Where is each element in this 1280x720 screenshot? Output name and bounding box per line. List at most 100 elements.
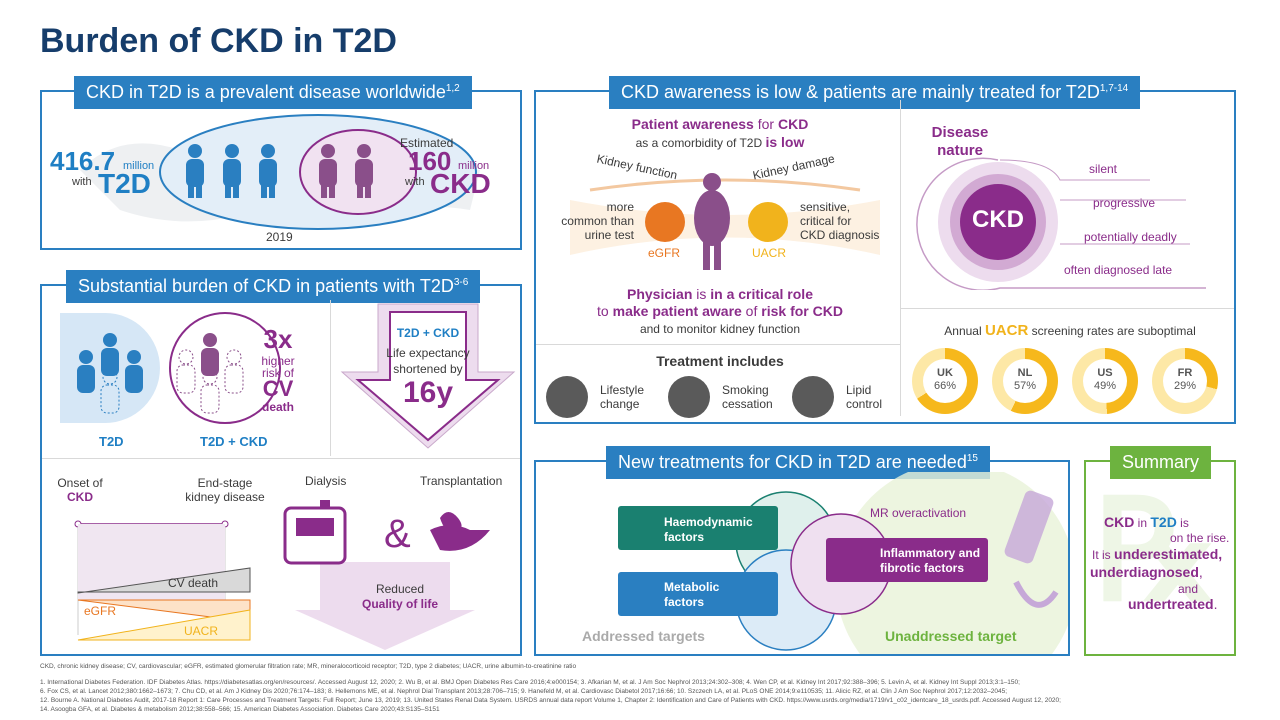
nature-progressive: progressive: [1093, 196, 1156, 210]
lipid-icon: [792, 376, 834, 418]
awareness-line2: as a comorbidity of T2D is low: [635, 134, 805, 150]
donut-value: 57%: [1013, 380, 1037, 392]
cv-death-label: CV death: [168, 576, 219, 590]
panel-prevalence-header: CKD in T2D is a prevalent disease worldw…: [74, 76, 472, 109]
summary-header: Summary: [1110, 446, 1212, 479]
sum-l2: on the rise.: [1170, 531, 1230, 545]
kidney-balance-graphic: [570, 173, 880, 270]
egfr-label: eGFR: [84, 604, 117, 618]
meta-l2: factors: [664, 595, 705, 609]
sum-l4: underdiagnosed,: [1090, 564, 1203, 580]
footnote-ref-4: 14. Asoogba GFA, et al. Diabetes & metab…: [40, 706, 440, 713]
hemo-l2: factors: [664, 530, 705, 544]
smoking-icon: [668, 376, 710, 418]
egfr-text: eGFR: [648, 246, 681, 260]
nature-silent: silent: [1089, 162, 1118, 176]
footnote-ref-2: 6. Fox CS, et al. Lancet 2012;380:1662–1…: [40, 688, 1008, 695]
ckd-ring-label: CKD: [972, 206, 1024, 233]
t3a: Lipid: [846, 383, 872, 397]
hemo-l1: Haemodynamic: [664, 515, 753, 529]
uacr-text: UACR: [752, 246, 787, 260]
sum-l6: undertreated.: [1128, 596, 1218, 612]
more-l1: more: [606, 200, 634, 214]
metabolic-box: [618, 572, 778, 616]
t2a: Smoking: [722, 383, 769, 397]
awareness-line1: Patient awareness for CKD: [631, 116, 809, 132]
ckd-label: CKD: [430, 168, 491, 199]
sens-l1: sensitive,: [800, 200, 851, 214]
sum-l1: CKD in T2D is: [1104, 514, 1189, 530]
donut-country: US: [1097, 367, 1113, 379]
people-icons: [186, 144, 373, 198]
ampersand: &: [384, 512, 411, 556]
t2dckd-caption: T2D + CKD: [200, 434, 268, 449]
donut-value: 29%: [1173, 380, 1197, 392]
onset-l2: CKD: [67, 490, 93, 504]
estimated-label: Estimated: [400, 136, 454, 150]
t2b: cessation: [722, 397, 773, 411]
onset-l1: Onset of: [57, 476, 103, 490]
sum-l5: and: [1178, 582, 1199, 596]
physician-line3: and to monitor kidney function: [639, 322, 801, 336]
treatment-title: Treatment includes: [656, 353, 784, 369]
dialysis-label: Dialysis: [305, 474, 347, 488]
more-l3: urine test: [584, 228, 634, 242]
mr-label: MR overactivation: [870, 506, 967, 520]
ckd-nature-rings: [916, 157, 1206, 290]
nature-deadly: potentially deadly: [1084, 230, 1177, 244]
year-label: 2019: [266, 230, 293, 244]
inflammatory-box: [826, 538, 988, 582]
risk-of-label: risk of: [261, 366, 294, 380]
life-expectancy-arrow: [340, 303, 516, 449]
arrow-line2: shortened by: [393, 362, 463, 376]
t2d-with: with: [72, 176, 92, 188]
addressed-label: Addressed targets: [582, 628, 705, 644]
timeline-graphic: [74, 500, 490, 650]
screening-donut-us: US 49%: [1072, 348, 1138, 414]
donut-country: FR: [1177, 367, 1193, 379]
page-title: Burden of CKD in T2D: [40, 22, 397, 60]
ckd-with: with: [405, 176, 425, 188]
donut-value: 49%: [1093, 380, 1117, 392]
t1a: Lifestyle: [600, 383, 645, 397]
disease-l1: Disease: [931, 124, 989, 141]
ckd-count: 160: [408, 146, 452, 176]
arrow-title: T2D + CKD: [396, 326, 460, 340]
targets-venn: [735, 472, 1068, 654]
screening-donut-nl: NL 57%: [992, 348, 1058, 414]
t2d-caption: T2D: [99, 434, 124, 449]
qol-label: Quality of life: [361, 597, 438, 611]
inf-l2: fibrotic factors: [880, 561, 965, 575]
t2d-unit: million: [123, 160, 155, 172]
t2d-count: 416.7: [50, 146, 116, 176]
higher-label: higher: [261, 354, 295, 368]
physician-line1: Physician is in a critical role: [627, 286, 813, 302]
esk-l2: kidney disease: [185, 490, 265, 504]
t3b: control: [846, 397, 883, 411]
arrow-line1: Life expectancy: [386, 346, 470, 360]
uacr-label: UACR: [184, 624, 219, 638]
panel-awareness-header: CKD awareness is low & patients are main…: [609, 76, 1141, 109]
more-l2: common than: [561, 214, 634, 228]
inf-l1: Inflammatory and: [880, 546, 981, 560]
risk-multiplier: 3x: [263, 324, 293, 354]
panel-burden-header: Substantial burden of CKD in patients wi…: [66, 270, 481, 303]
t2d-label: T2D: [98, 168, 151, 199]
sum-l3: It is underestimated,: [1092, 546, 1223, 562]
nature-late: often diagnosed late: [1064, 263, 1173, 277]
cv-label: CV: [262, 376, 294, 401]
ckd-unit: million: [458, 160, 490, 172]
footnote-ref-1: 1. International Diabetes Federation. ID…: [40, 679, 1020, 686]
screening-donut-fr: FR 29%: [1152, 348, 1218, 414]
haemodynamic-box: [618, 506, 778, 550]
rx-watermark: ℞: [1094, 472, 1220, 629]
risk-circles: [60, 312, 281, 424]
reduced-label: Reduced: [375, 582, 425, 596]
donut-country: NL: [1017, 367, 1033, 379]
donut-country: UK: [937, 367, 953, 379]
meta-l1: Metabolic: [664, 580, 720, 594]
physician-line2: to make patient aware of risk for CKD: [597, 303, 843, 319]
death-label: death: [261, 400, 294, 414]
transplant-label: Transplantation: [420, 474, 503, 488]
unaddressed-label: Unaddressed target: [885, 628, 1017, 644]
